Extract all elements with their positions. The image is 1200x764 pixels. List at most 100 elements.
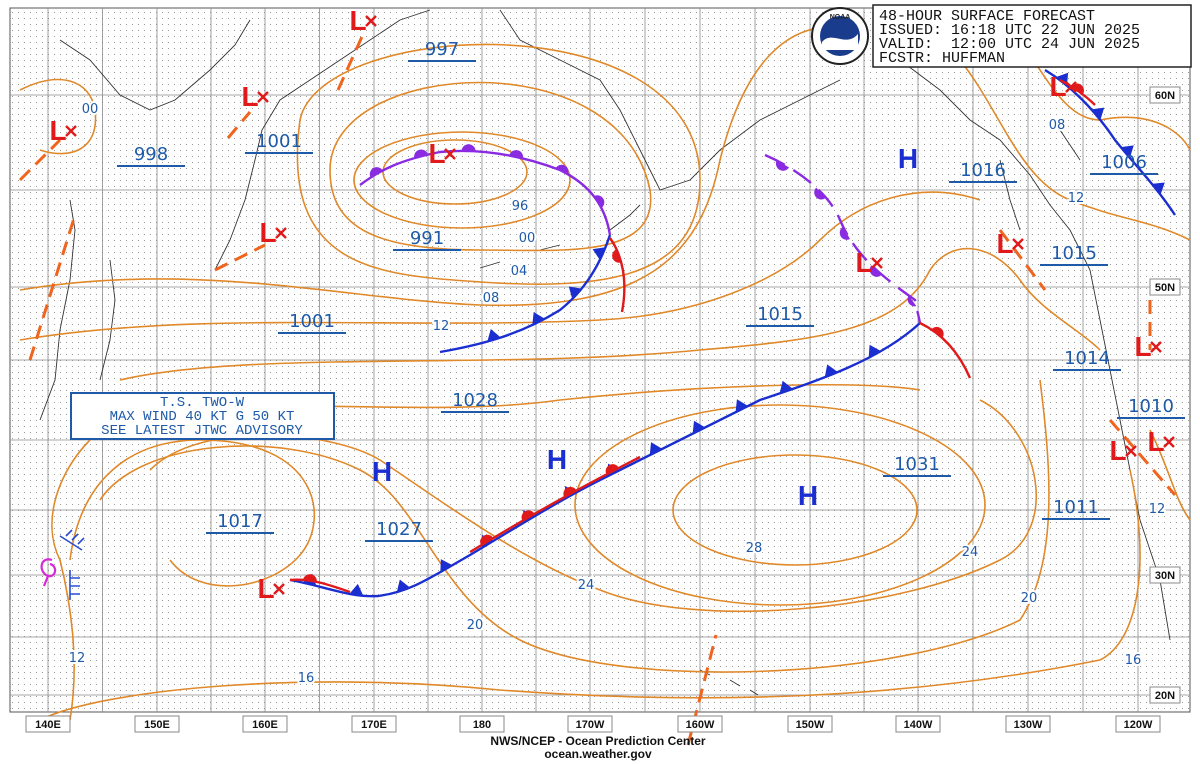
front-symbol bbox=[593, 195, 605, 208]
front-symbol bbox=[839, 226, 850, 240]
front-symbol bbox=[440, 559, 453, 573]
longitude-box bbox=[1005, 715, 1051, 733]
front-symbol bbox=[521, 510, 535, 521]
header-title: 48-HOUR SURFACE FORECAST bbox=[879, 8, 1095, 25]
front-symbol bbox=[532, 312, 545, 326]
low-center: L bbox=[241, 81, 258, 112]
front-symbol bbox=[814, 187, 826, 200]
high-center: H bbox=[798, 480, 818, 511]
front-symbol bbox=[649, 442, 663, 456]
longitude-label: 150W bbox=[796, 719, 825, 731]
low-center: L bbox=[996, 228, 1013, 259]
longitude-label: 130W bbox=[1014, 719, 1043, 731]
front-symbol bbox=[369, 167, 383, 178]
latitude-box bbox=[1149, 686, 1181, 704]
longitude-box bbox=[351, 715, 397, 733]
tropical-storm-symbol bbox=[40, 529, 85, 600]
low-center: L bbox=[1109, 435, 1126, 466]
isobar-label: 24 bbox=[578, 578, 595, 593]
front-symbol bbox=[396, 579, 411, 593]
longitude-label: 180 bbox=[473, 719, 491, 731]
isobar-label: 12 bbox=[433, 319, 450, 334]
low-center: L bbox=[1049, 71, 1066, 102]
header-issued: ISSUED: 16:18 UTC 22 JUN 2025 bbox=[879, 22, 1140, 39]
latitude-label: 60N bbox=[1155, 90, 1175, 102]
front-symbol bbox=[1071, 83, 1084, 95]
longitude-label: 140E bbox=[35, 719, 61, 731]
isobar-label: 08 bbox=[483, 291, 500, 306]
logo-wave bbox=[822, 34, 858, 50]
longitude-label: 140W bbox=[904, 719, 933, 731]
isobar-label: 00 bbox=[519, 231, 536, 246]
header: NOAA 48-HOUR SURFACE FORECAST ISSUED: 16… bbox=[811, 4, 1192, 68]
map-labels: 140E 150E 160E 170E 180 170W 160W 150W 140W 130W 1… bbox=[25, 5, 1185, 733]
pressure-label: 1031 bbox=[894, 454, 940, 475]
high-center: H bbox=[372, 456, 392, 487]
front-symbol bbox=[461, 144, 476, 152]
pressure-label: 1010 bbox=[1128, 396, 1174, 417]
low-cross bbox=[275, 227, 287, 239]
header-box bbox=[872, 4, 1192, 68]
front-symbol bbox=[480, 534, 494, 546]
low-cross bbox=[65, 125, 77, 137]
longitude-label: 160E bbox=[252, 719, 278, 731]
pressure-label: 1006 bbox=[1101, 152, 1147, 173]
front-symbol bbox=[735, 399, 749, 413]
longitude-box bbox=[459, 715, 505, 733]
longitude-box bbox=[25, 715, 71, 733]
cold-front bbox=[439, 234, 612, 354]
isobar-label: 20 bbox=[1021, 591, 1038, 606]
isobar-label: 16 bbox=[298, 671, 315, 686]
warm-front bbox=[289, 578, 351, 594]
isobar-label: 00 bbox=[82, 102, 99, 117]
low-center: L bbox=[49, 115, 66, 146]
low-cross bbox=[1150, 341, 1162, 353]
pressure-label: 1001 bbox=[256, 131, 302, 152]
front-symbol bbox=[779, 380, 793, 394]
longitude-label: 160W bbox=[686, 719, 715, 731]
longitude-box bbox=[895, 715, 941, 733]
front-symbol bbox=[1120, 145, 1134, 158]
front-symbol bbox=[555, 164, 569, 175]
header-valid: VALID: 12:00 UTC 24 JUN 2025 bbox=[879, 36, 1140, 53]
footer-source: NWS/NCEP - Ocean Prediction Center bbox=[490, 734, 705, 748]
front-symbol bbox=[868, 344, 881, 358]
isobar-label: 04 bbox=[511, 264, 528, 279]
low-cross bbox=[257, 91, 269, 103]
pressure-label: 1028 bbox=[452, 390, 498, 411]
low-cross bbox=[1012, 238, 1024, 250]
isobar-label: 96 bbox=[512, 199, 529, 214]
pressure-label: 1016 bbox=[960, 160, 1006, 181]
low-center: L bbox=[259, 217, 276, 248]
latitude-label: 20N bbox=[1155, 690, 1175, 702]
pressure-label: 991 bbox=[410, 228, 444, 249]
isobar-label: 24 bbox=[962, 545, 979, 560]
isobar-label: 28 bbox=[746, 541, 763, 556]
pressure-label: 1015 bbox=[757, 304, 803, 325]
warm-front bbox=[609, 237, 626, 313]
front-symbol bbox=[605, 464, 619, 475]
pressure-label: 998 bbox=[134, 144, 168, 165]
front-symbol bbox=[692, 420, 706, 434]
front-symbol bbox=[568, 286, 582, 300]
longitude-label: 170W bbox=[576, 719, 605, 731]
front-symbol bbox=[931, 326, 944, 338]
longitude-box bbox=[787, 715, 833, 733]
advisory-line: T.S. TWO-W bbox=[160, 395, 245, 411]
front-symbol bbox=[592, 247, 606, 260]
longitude-label: 120W bbox=[1124, 719, 1153, 731]
advisory-box: T.S. TWO-W MAX WIND 40 KT G 50 KT SEE LA… bbox=[70, 392, 335, 440]
advisory-line: MAX WIND 40 KT G 50 KT bbox=[110, 409, 295, 425]
front-symbol bbox=[563, 486, 577, 498]
latitude-label: 30N bbox=[1155, 570, 1175, 582]
isobar-label: 12 bbox=[69, 651, 86, 666]
low-center: L bbox=[855, 247, 872, 278]
footer-url: ocean.weather.gov bbox=[544, 747, 652, 761]
front-symbol bbox=[414, 149, 428, 159]
longitude-box bbox=[242, 715, 288, 733]
front-symbol bbox=[824, 364, 838, 378]
occl-front bbox=[764, 153, 922, 324]
front-symbol bbox=[612, 249, 622, 263]
low-cross bbox=[1125, 445, 1137, 457]
